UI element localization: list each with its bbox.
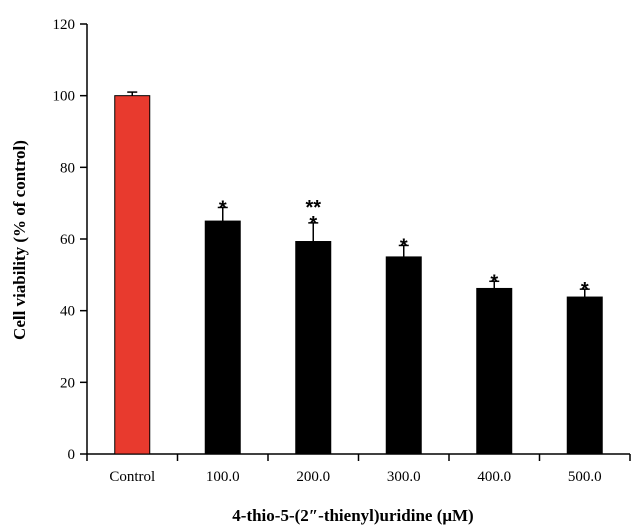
- bar: [566, 296, 603, 455]
- significance-mark: **: [305, 197, 321, 219]
- y-tick-label: 40: [60, 304, 75, 320]
- x-axis-label: 4-thio-5-(2″-thienyl)uridine (μM): [232, 506, 473, 525]
- significance-marks: ****** *: [219, 197, 589, 301]
- significance-mark: *: [490, 271, 498, 293]
- y-axis-label: Cell viability (% of control): [10, 140, 29, 340]
- x-tick-label: 200.0: [296, 469, 330, 485]
- bar: [476, 287, 513, 455]
- error-bars: [127, 91, 590, 298]
- bar: [295, 241, 332, 455]
- bar: [385, 256, 422, 455]
- y-ticks: 0 20 40 60 80 100 120: [53, 17, 87, 463]
- significance-mark: *: [309, 213, 317, 235]
- bars: [114, 95, 603, 455]
- bar: [114, 95, 151, 455]
- x-tick-label: 300.0: [387, 469, 421, 485]
- y-tick-label: 100: [53, 89, 76, 105]
- x-tick-label: 500.0: [568, 469, 602, 485]
- x-tick-label: 400.0: [477, 469, 511, 485]
- x-tick-label: Control: [109, 469, 155, 485]
- y-tick-label: 60: [60, 232, 75, 248]
- bar: [204, 220, 241, 455]
- y-tick-label: 20: [60, 375, 75, 391]
- y-tick-label: 80: [60, 160, 75, 176]
- y-tick-label: 120: [53, 17, 76, 33]
- y-tick-label: 0: [68, 447, 76, 463]
- chart-axes: [86, 24, 630, 455]
- significance-mark: *: [581, 279, 589, 301]
- x-tick-label: 100.0: [206, 469, 240, 485]
- x-ticks: Control 100.0 200.0 300.0 400.0 500.0: [86, 454, 631, 485]
- significance-mark: *: [219, 197, 227, 219]
- significance-mark: *: [400, 235, 408, 257]
